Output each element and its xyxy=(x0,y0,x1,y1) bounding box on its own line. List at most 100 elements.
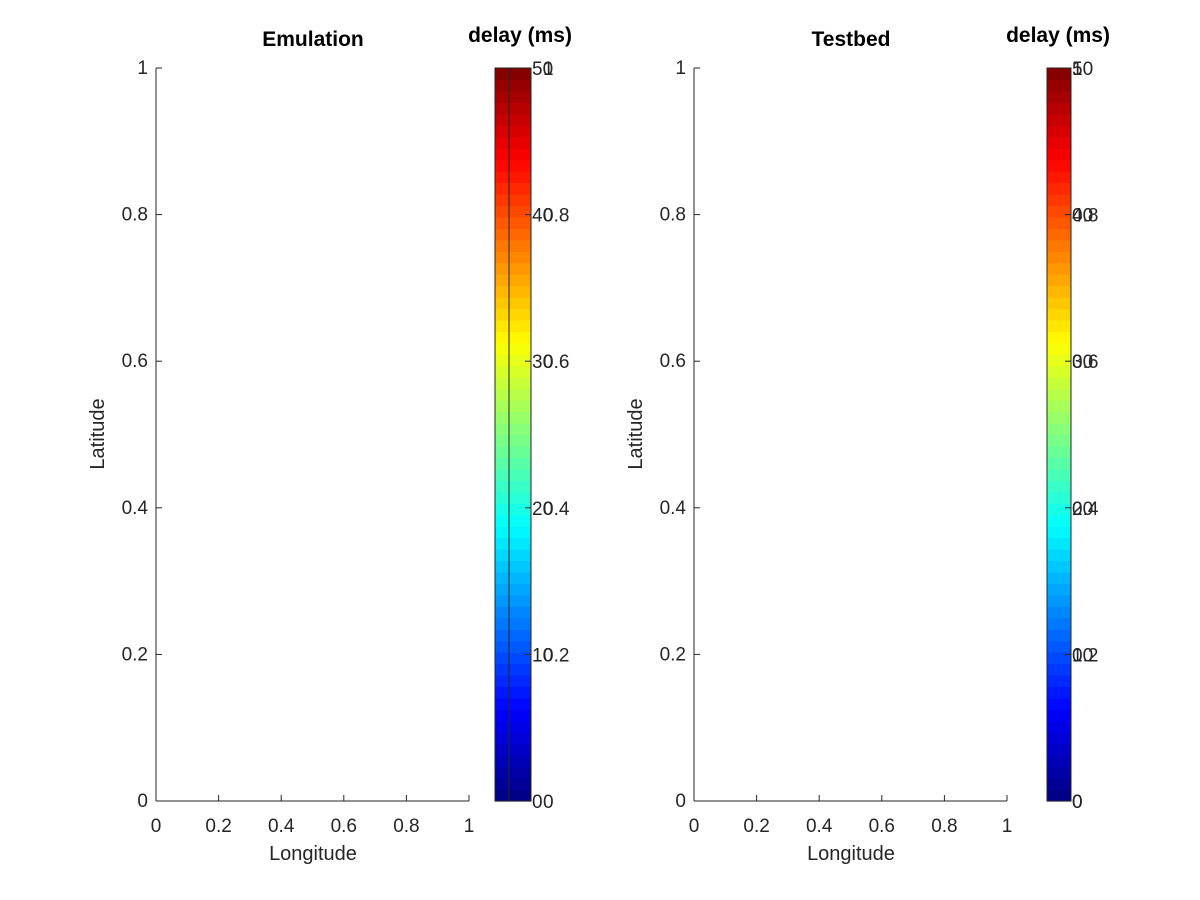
testbed-colorbar-band xyxy=(1047,331,1071,344)
emulation-colorbar-band xyxy=(495,297,531,310)
emulation-y-tick-label: 0.8 xyxy=(122,205,148,226)
testbed-colorbar-band xyxy=(1047,537,1071,550)
testbed-colorbar-band xyxy=(1047,297,1071,310)
emulation-colorbar-secondary-tick-label: 0.8 xyxy=(543,206,569,227)
testbed-colorbar-secondary-tick-label: 0.4 xyxy=(1072,499,1099,520)
emulation-colorbar-band xyxy=(495,68,531,81)
testbed-colorbar-band xyxy=(1047,514,1071,527)
testbed-colorbar-band xyxy=(1047,113,1071,126)
emulation-colorbar-band xyxy=(495,319,531,333)
testbed-colorbar-band xyxy=(1047,675,1071,688)
testbed-y-tick-label: 0.8 xyxy=(660,205,686,226)
emulation-colorbar-band xyxy=(495,468,531,481)
testbed-x-tick-label: 0.2 xyxy=(743,816,769,837)
testbed-colorbar-band xyxy=(1047,171,1071,184)
emulation-y-tick-label: 1 xyxy=(137,58,148,79)
emulation-x-tick-label: 1 xyxy=(464,816,475,837)
testbed-y-tick-label: 0.6 xyxy=(660,351,686,372)
testbed-colorbar-band xyxy=(1047,709,1071,722)
emulation-colorbar-band xyxy=(495,549,531,562)
emulation-colorbar-band xyxy=(495,239,531,252)
testbed-colorbar-band xyxy=(1047,652,1071,665)
testbed-colorbar-band xyxy=(1047,663,1071,676)
emulation-colorbar-band xyxy=(495,755,531,768)
emulation-colorbar-band xyxy=(495,331,531,344)
emulation-x-tick-label: 0 xyxy=(151,816,162,837)
testbed-colorbar-band xyxy=(1047,457,1071,470)
emulation-colorbar-tick-label: 40 xyxy=(532,206,553,227)
emulation-colorbar-band xyxy=(495,617,531,630)
emulation-colorbar-band xyxy=(495,159,531,172)
testbed-colorbar-band xyxy=(1047,468,1071,481)
emulation-xlabel: Longitude xyxy=(269,843,357,865)
testbed-colorbar-band xyxy=(1047,732,1071,745)
emulation-colorbar-band xyxy=(495,342,531,355)
emulation-colorbar-band xyxy=(495,743,531,756)
emulation-colorbar-tick-label: 10 xyxy=(532,645,553,666)
emulation-colorbar-band xyxy=(495,709,531,722)
emulation-colorbar-tick-label: 30 xyxy=(532,352,553,373)
testbed-x-tick-label: 0.8 xyxy=(931,816,957,837)
emulation-colorbar-band xyxy=(495,262,531,275)
testbed-y-tick-label: 0.2 xyxy=(660,644,686,665)
emulation-colorbar-band xyxy=(495,503,531,516)
testbed-colorbar-band xyxy=(1047,789,1071,802)
testbed-y-tick-label: 1 xyxy=(675,58,686,79)
emulation-colorbar-band xyxy=(495,675,531,688)
emulation-colorbar-band xyxy=(495,193,531,207)
emulation-colorbar-band xyxy=(495,388,531,401)
testbed-colorbar-band xyxy=(1047,571,1071,584)
testbed-colorbar-band xyxy=(1047,434,1071,447)
emulation-colorbar-band xyxy=(495,789,531,802)
emulation-colorbar-band xyxy=(495,491,531,504)
testbed-colorbar-band xyxy=(1047,411,1071,424)
testbed-colorbar-band xyxy=(1047,125,1071,138)
emulation-colorbar-band xyxy=(495,102,531,115)
emulation-colorbar-band xyxy=(495,766,531,779)
emulation-colorbar-band xyxy=(495,640,531,653)
testbed-colorbar-band xyxy=(1047,193,1071,207)
emulation-colorbar-band xyxy=(495,377,531,390)
emulation-y-tick-label: 0.4 xyxy=(122,498,149,519)
emulation-colorbar-band xyxy=(495,113,531,126)
emulation-colorbar-band xyxy=(495,308,531,321)
emulation-colorbar-band xyxy=(495,514,531,527)
testbed-colorbar-band xyxy=(1047,583,1071,596)
testbed-colorbar-band xyxy=(1047,90,1071,103)
testbed-colorbar-tick-label: 30 xyxy=(1072,352,1093,373)
emulation-colorbar-band xyxy=(495,354,531,367)
emulation-colorbar-secondary-tick-label: 0.4 xyxy=(543,499,570,520)
emulation-colorbar-band xyxy=(495,182,531,195)
testbed-colorbar-band xyxy=(1047,766,1071,779)
emulation-colorbar-band xyxy=(495,778,531,791)
testbed-colorbar-band xyxy=(1047,308,1071,321)
emulation-colorbar-band xyxy=(495,205,531,218)
testbed-colorbar-tick-label: 10 xyxy=(1072,645,1093,666)
emulation-colorbar-band xyxy=(495,285,531,298)
testbed-x-tick-label: 0 xyxy=(689,816,700,837)
emulation-y-tick-label: 0 xyxy=(137,791,148,812)
testbed-colorbar-band xyxy=(1047,560,1071,573)
testbed-x-tick-label: 0.6 xyxy=(869,816,895,837)
testbed-colorbar-tick-label: 40 xyxy=(1072,206,1093,227)
emulation-colorbar-band xyxy=(495,136,531,149)
emulation-colorbar-band xyxy=(495,652,531,665)
emulation-colorbar-band xyxy=(495,423,531,436)
emulation-colorbar-band xyxy=(495,629,531,642)
testbed-colorbar-band xyxy=(1047,79,1071,92)
testbed-colorbar-tick-label: 0 xyxy=(1072,792,1083,813)
testbed-colorbar-band xyxy=(1047,720,1071,733)
emulation-colorbar-band xyxy=(495,148,531,161)
testbed-x-tick-label: 1 xyxy=(1002,816,1013,837)
emulation-colorbar-band xyxy=(495,606,531,619)
testbed-colorbar-band xyxy=(1047,755,1071,768)
testbed-colorbar-band xyxy=(1047,365,1071,378)
testbed-colorbar-band xyxy=(1047,285,1071,298)
testbed-colorbar-secondary-tick-label: 0.6 xyxy=(1072,352,1098,373)
emulation-colorbar-band xyxy=(495,697,531,710)
testbed-colorbar-band xyxy=(1047,400,1071,413)
emulation-colorbar-secondary-tick-label: 1 xyxy=(543,59,554,80)
testbed-colorbar-band xyxy=(1047,239,1071,252)
testbed-colorbar-band xyxy=(1047,629,1071,642)
